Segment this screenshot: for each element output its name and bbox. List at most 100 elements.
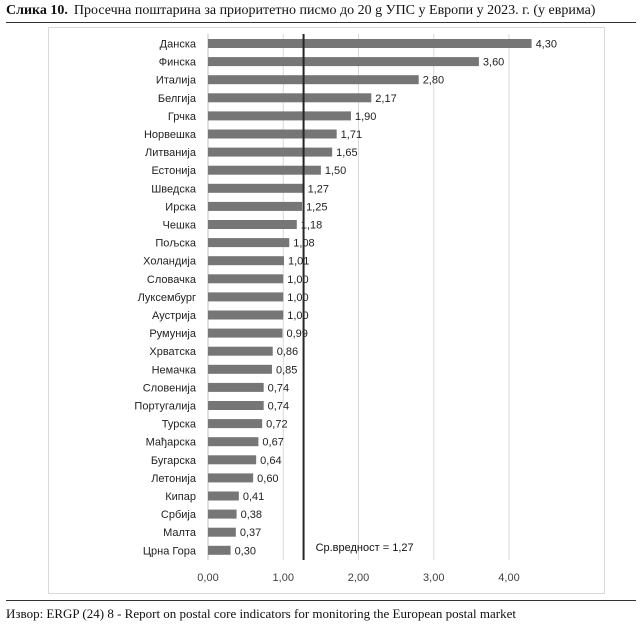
- category-label: Данска: [160, 39, 197, 51]
- category-label: Хрватска: [149, 346, 197, 358]
- bar: [208, 455, 257, 465]
- value-label: 4,30: [536, 39, 557, 51]
- bars: [208, 39, 532, 555]
- category-label: Финска: [159, 57, 197, 69]
- reference-line-group: Ср.вредност = 1,27: [302, 34, 414, 560]
- bar: [208, 419, 263, 429]
- bar: [208, 328, 283, 338]
- value-label: 0,38: [241, 509, 262, 521]
- bar: [208, 75, 419, 85]
- value-label: 0,74: [268, 401, 289, 413]
- category-label: Белгија: [158, 93, 197, 105]
- x-tick-label: 0,00: [197, 572, 218, 584]
- bar: [208, 310, 284, 320]
- x-tick-label: 2,00: [348, 572, 369, 584]
- value-label: 0,60: [257, 473, 278, 485]
- x-tick-label: 3,00: [423, 572, 444, 584]
- category-label: Португалија: [134, 401, 196, 413]
- value-label: 2,80: [423, 75, 444, 87]
- figure-caption: Слика 10. Просечна поштарина за приоритет…: [6, 3, 636, 19]
- bar: [208, 165, 321, 175]
- bar: [208, 491, 239, 501]
- category-label: Аустрија: [152, 310, 197, 322]
- category-label: Румунија: [149, 328, 197, 340]
- bottom-rule: [6, 600, 636, 601]
- category-label: Луксембург: [138, 292, 196, 304]
- category-label: Холандија: [143, 256, 197, 268]
- category-label: Словачка: [147, 274, 197, 286]
- bar: [208, 382, 264, 392]
- bar: [208, 473, 254, 483]
- bar: [208, 183, 304, 193]
- category-label: Пољска: [155, 238, 197, 250]
- bar: [208, 274, 284, 284]
- x-tick-labels: 0,00 1,00 2,00 3,00 4,00: [197, 572, 519, 584]
- value-label: 1,50: [325, 165, 346, 177]
- value-label: 1,18: [301, 220, 322, 232]
- bar: [208, 238, 290, 248]
- average-label: Ср.вредност = 1,27: [316, 542, 414, 554]
- value-label: 1,00: [287, 292, 308, 304]
- value-label: 0,72: [266, 419, 287, 431]
- category-label: Србија: [161, 509, 197, 521]
- category-label: Црна Гора: [143, 545, 197, 557]
- value-label: 1,00: [287, 274, 308, 286]
- value-label: 0,99: [286, 328, 307, 340]
- category-label: Естонија: [151, 165, 196, 177]
- value-label: 0,67: [262, 437, 283, 449]
- value-label: 1,71: [341, 129, 362, 141]
- category-label: Бугарска: [151, 455, 197, 467]
- bar: [208, 129, 337, 139]
- bar: [208, 401, 264, 410]
- value-label: 0,85: [276, 364, 297, 376]
- value-label: 0,74: [268, 382, 289, 394]
- value-label: 2,17: [375, 93, 396, 105]
- top-rule: [6, 22, 636, 23]
- x-tick-label: 1,00: [273, 572, 294, 584]
- x-tick-label: 4,00: [498, 572, 519, 584]
- value-label: 1,25: [306, 201, 327, 213]
- bar: [208, 292, 284, 302]
- bar: [208, 346, 273, 356]
- category-label: Ирска: [165, 201, 197, 213]
- bar: [208, 57, 479, 67]
- bar: [208, 256, 285, 266]
- category-label: Норвешка: [144, 129, 197, 141]
- bar: [208, 39, 532, 48]
- category-label: Немачка: [152, 364, 197, 376]
- figure-source: Извор: ERGP (24) 8 - Report on postal co…: [6, 606, 517, 621]
- category-label: Литванија: [145, 147, 197, 159]
- bar: [208, 545, 231, 555]
- value-label: 0,30: [235, 545, 256, 557]
- bar: [208, 509, 237, 519]
- bar: [208, 93, 372, 103]
- figure-title: Просечна поштарина за приоритетно писмо …: [73, 3, 596, 18]
- category-label: Кипар: [165, 491, 196, 503]
- value-label: 0,41: [243, 491, 264, 503]
- bar: [208, 437, 259, 447]
- value-label: 0,64: [260, 455, 281, 467]
- figure-label: Слика 10.: [6, 3, 68, 18]
- value-label: 1,01: [288, 256, 309, 268]
- value-label: 1,65: [336, 147, 357, 159]
- category-label: Малта: [163, 527, 197, 539]
- category-label: Словенија: [143, 382, 197, 394]
- category-label: Летонија: [151, 473, 197, 485]
- value-label: 3,60: [483, 57, 504, 69]
- bar: [208, 220, 297, 229]
- chart-frame: [48, 27, 605, 594]
- category-label: Чешка: [163, 220, 197, 232]
- category-label: Шведска: [151, 183, 197, 195]
- value-label: 0,86: [277, 346, 298, 358]
- value-label: 1,90: [355, 111, 376, 123]
- category-label: Мађарска: [146, 437, 197, 449]
- category-label: Турска: [162, 419, 197, 431]
- category-label: Грчка: [168, 111, 197, 123]
- bar: [208, 527, 236, 537]
- value-label: 1,27: [308, 183, 329, 195]
- category-label: Италија: [156, 75, 197, 87]
- bar: [208, 364, 272, 374]
- category-labels: Данска Финска Италија Белгија Грчка Норвешка Л…: [134, 39, 196, 558]
- bar: [208, 111, 351, 121]
